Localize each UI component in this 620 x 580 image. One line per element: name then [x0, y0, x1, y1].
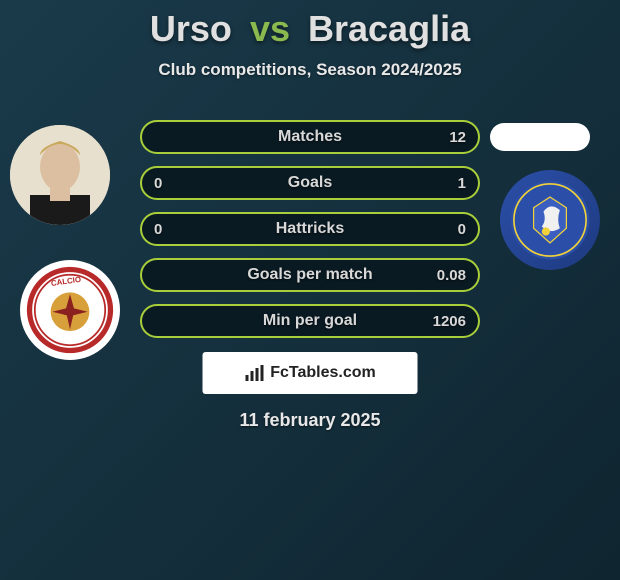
title-vs: vs: [250, 8, 290, 49]
stat-value-right: 0: [458, 221, 466, 238]
stat-label: Min per goal: [263, 312, 357, 330]
date-text: 11 february 2025: [0, 410, 620, 431]
chart-icon: [244, 364, 264, 382]
stat-label: Goals: [288, 174, 332, 192]
stat-value-left: 0: [154, 175, 162, 192]
stat-value-right: 1206: [433, 313, 466, 330]
stat-row: Goals per match 0.08: [140, 258, 480, 292]
stat-row: 0 Goals 1: [140, 166, 480, 200]
player1-avatar: [10, 125, 110, 225]
branding-text: FcTables.com: [270, 364, 376, 382]
player1-club-badge: CALCIO: [20, 260, 120, 360]
stats-panel: Matches 12 0 Goals 1 0 Hattricks 0 Goals per mat…: [140, 120, 480, 350]
stat-value-left: 0: [154, 221, 162, 238]
stat-row: Min per goal 1206: [140, 304, 480, 338]
player2-club-badge: [500, 170, 600, 270]
stat-value-right: 0.08: [437, 267, 466, 284]
stat-row: Matches 12: [140, 120, 480, 154]
subtitle: Club competitions, Season 2024/2025: [0, 60, 620, 80]
club-badge-icon: [509, 179, 591, 261]
stat-label: Goals per match: [247, 266, 372, 284]
stat-value-right: 1: [458, 175, 466, 192]
club-badge-icon: CALCIO: [26, 266, 114, 354]
branding-badge: FcTables.com: [203, 352, 418, 394]
title-player2: Bracaglia: [308, 8, 470, 49]
stat-label: Hattricks: [276, 220, 344, 238]
page-title: Urso vs Bracaglia: [0, 0, 620, 50]
person-icon: [10, 125, 110, 225]
title-player1: Urso: [150, 8, 232, 49]
stat-value-right: 12: [449, 129, 466, 146]
stat-label: Matches: [278, 128, 342, 146]
player2-avatar-placeholder: [490, 123, 590, 151]
stat-row: 0 Hattricks 0: [140, 212, 480, 246]
